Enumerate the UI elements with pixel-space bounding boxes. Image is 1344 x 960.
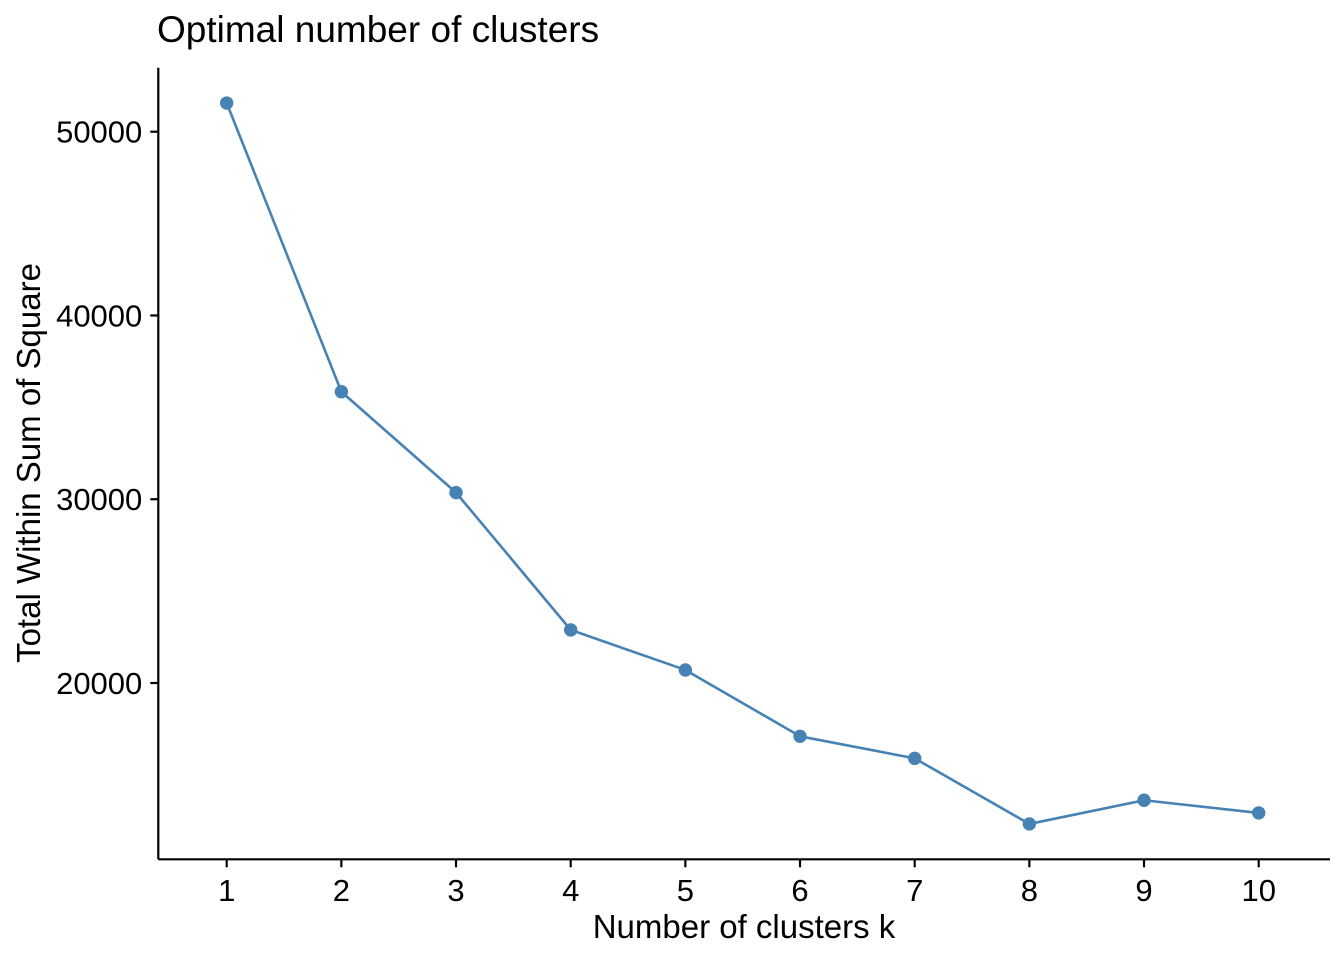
data-point-k1 [220, 96, 234, 110]
x-tick-label: 6 [791, 873, 808, 908]
data-point-k2 [334, 385, 349, 399]
x-tick-label: 3 [447, 873, 464, 908]
series-line [225, 102, 1259, 826]
x-axis-title: Number of clusters k [593, 908, 896, 945]
x-tick-label: 5 [677, 873, 694, 908]
data-point-k5 [678, 663, 693, 677]
data-point-k3 [449, 485, 463, 500]
x-tick-label: 4 [562, 873, 579, 908]
y-axis-title: Total Within Sum of Square [10, 263, 47, 663]
y-tick-label: 50000 [56, 115, 142, 150]
data-point-k8 [1022, 817, 1037, 831]
data-point-k10 [1252, 806, 1266, 820]
data-point-k9 [1137, 793, 1151, 807]
data-point-k7 [908, 751, 922, 766]
x-tick-label: 1 [218, 873, 235, 908]
data-series [220, 96, 1266, 831]
x-tick-label: 2 [333, 873, 350, 908]
x-tick-label: 7 [906, 873, 923, 908]
x-tick-label: 9 [1135, 873, 1152, 908]
axes: 20000 30000 40000 50000 1 2 3 4 5 6 7 8 9 10 [56, 67, 1330, 908]
data-point-k4 [564, 623, 578, 637]
x-tick-label: 8 [1021, 873, 1038, 908]
y-tick-label: 20000 [56, 666, 142, 701]
y-tick-label: 30000 [56, 482, 142, 517]
data-point-k6 [793, 729, 807, 743]
chart-title: Optimal number of clusters [157, 9, 599, 50]
y-tick-label: 40000 [56, 298, 142, 333]
x-tick-label: 10 [1241, 873, 1275, 908]
